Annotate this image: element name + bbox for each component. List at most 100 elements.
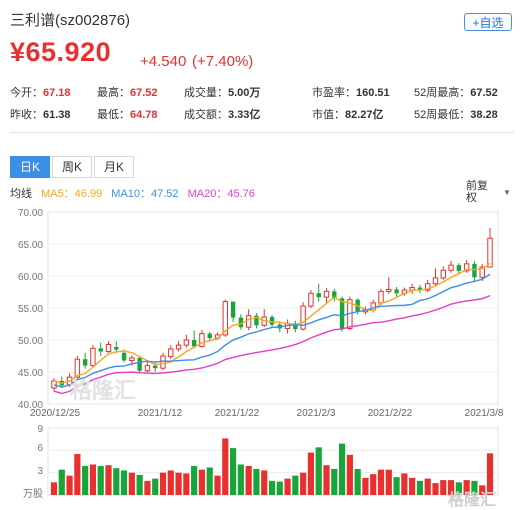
volume-bar — [409, 477, 416, 495]
volume-bar — [229, 448, 237, 495]
y-tick-label: 65.00 — [18, 240, 43, 251]
volume-bar — [82, 465, 89, 495]
volume-bar — [237, 464, 244, 495]
volume-bar — [58, 469, 65, 495]
candle-body — [207, 333, 212, 339]
stat-item: 成交量：5.00万 — [184, 84, 260, 100]
candle-body — [269, 316, 275, 325]
stat-label: 成交量： — [184, 87, 228, 99]
candle-body — [105, 343, 112, 353]
stat-item: 52周最高：67.52 — [414, 84, 498, 100]
volume-tick-label: 万股 — [23, 488, 43, 500]
volume-bar — [377, 469, 385, 495]
x-tick-label: 2021/2/22 — [368, 408, 413, 419]
volume-tick-label: 3 — [37, 466, 43, 477]
candle-body — [153, 365, 158, 369]
candle-body — [323, 290, 330, 298]
volume-bar — [144, 480, 151, 495]
volume-bar — [463, 480, 470, 495]
volume-tick-label: 6 — [37, 443, 43, 454]
ma20-value: MA20：45.76 — [187, 188, 255, 200]
volume-bar — [440, 480, 447, 495]
candle-body — [432, 277, 439, 285]
stat-label: 最高： — [97, 87, 130, 99]
candle-body — [339, 298, 345, 329]
candle-body — [254, 315, 259, 326]
volume-bar — [245, 465, 252, 495]
stat-value: 67.18 — [43, 87, 71, 99]
candle-body — [386, 288, 392, 292]
volume-bar — [471, 480, 478, 495]
volume-bar — [354, 468, 361, 495]
stat-value: 64.78 — [130, 109, 158, 121]
volume-bar — [136, 474, 143, 495]
stat-item: 昨收：61.38 — [10, 106, 71, 122]
divider — [10, 132, 514, 133]
x-tick-label: 2021/1/22 — [215, 408, 260, 419]
candle-body — [293, 323, 298, 330]
volume-bar — [261, 470, 268, 495]
volume-bar — [331, 468, 338, 495]
volume-bar — [66, 475, 73, 495]
candle-body — [144, 365, 151, 372]
candle-body — [191, 340, 197, 347]
stat-item: 市盈率：160.51 — [312, 84, 390, 100]
stat-value: 82.27亿 — [345, 109, 384, 121]
volume-bar — [284, 478, 291, 495]
tab-daily-k[interactable]: 日K — [10, 156, 50, 178]
volume-bar — [89, 464, 97, 495]
x-tick-label: 2021/3/8 — [465, 408, 504, 419]
ma5-value: MA5：46.99 — [41, 188, 103, 200]
candle-body — [308, 292, 314, 307]
add-watchlist-button[interactable]: +自选 — [464, 13, 512, 31]
stat-item: 最高：67.52 — [97, 84, 158, 100]
y-tick-label: 45.00 — [18, 368, 43, 379]
volume-bar — [159, 472, 167, 495]
stock-title: 三利谱(sz002876) — [10, 12, 131, 29]
volume-bar — [183, 473, 190, 495]
stat-item: 成交额：3.33亿 — [184, 106, 260, 122]
candle-body — [168, 348, 174, 358]
candle-body — [129, 357, 135, 361]
candle-body — [222, 301, 228, 336]
volume-bar — [167, 470, 174, 495]
volume-bar — [50, 482, 58, 495]
candle-body — [440, 269, 446, 279]
volume-bar — [455, 482, 462, 495]
volume-bar — [214, 475, 221, 495]
ma5-line — [53, 262, 491, 384]
ma10-value: MA10：47.52 — [111, 188, 179, 200]
volume-bar — [307, 452, 315, 495]
volume-bar — [424, 478, 431, 495]
ma-legend: 均线 MA5：46.99 MA10：47.52 MA20：45.76 — [10, 185, 261, 201]
volume-bar — [346, 454, 353, 495]
tab-monthly-k[interactable]: 月K — [94, 156, 134, 178]
stat-label: 市值： — [312, 109, 345, 121]
ma-label: 均线 — [10, 188, 32, 200]
chevron-down-icon[interactable]: ▼ — [503, 188, 511, 197]
stat-value: 160.51 — [356, 87, 390, 99]
candle-body — [394, 289, 399, 294]
volume-bar — [128, 472, 135, 495]
volume-bar — [198, 469, 206, 495]
adjust-dropdown[interactable]: 前复权 — [466, 180, 488, 204]
volume-bar — [105, 465, 112, 495]
volume-bar — [97, 465, 104, 495]
volume-bar — [175, 472, 182, 495]
price-change-percent: (+7.40%) — [192, 53, 254, 70]
volume-bar — [338, 443, 346, 495]
candle-body — [245, 315, 252, 328]
stat-item: 52周最低：38.28 — [414, 106, 498, 122]
watermark: 格隆汇 — [70, 378, 136, 403]
stat-value: 61.38 — [43, 109, 71, 121]
volume-bar — [191, 465, 198, 495]
volume-bar — [486, 453, 494, 495]
y-tick-label: 60.00 — [18, 272, 43, 283]
y-tick-label: 55.00 — [18, 304, 43, 315]
candle-body — [332, 291, 337, 299]
candle-body — [230, 301, 236, 318]
candle-body — [199, 333, 205, 347]
tab-weekly-k[interactable]: 周K — [52, 156, 92, 178]
candle-body — [121, 352, 127, 361]
volume-bar — [113, 468, 120, 495]
